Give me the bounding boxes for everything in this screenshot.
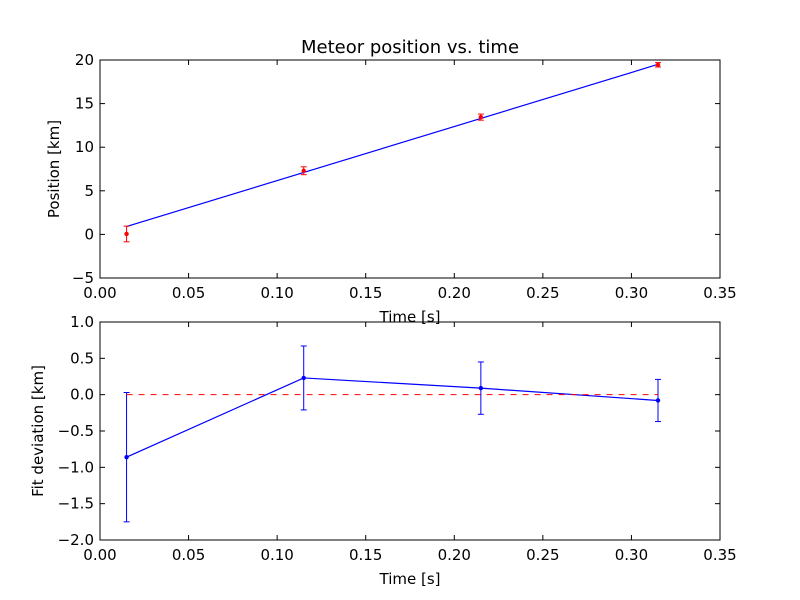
deviation-chart-xlabel: Time [s]	[379, 570, 441, 588]
position-chart: Meteor position vs. time Position [km] T…	[45, 37, 737, 326]
deviation-chart-ylabel: Fit deviation [km]	[29, 365, 47, 497]
position-chart-xlabel: Time [s]	[379, 308, 441, 326]
position-x-tick-label: 0.05	[172, 284, 205, 302]
deviation-y-tick-label: 0.5	[70, 349, 94, 367]
position-x-tick-label: 0.10	[260, 284, 293, 302]
position-x-tick-label: 0.20	[438, 284, 471, 302]
data-point	[124, 231, 129, 237]
deviation-chart: Fit deviation [km] Time [s] 0.00 0.05 0.10…	[29, 313, 737, 588]
position-chart-ylabel: Position [km]	[45, 120, 63, 218]
deviation-y-tick-label: −2.0	[58, 531, 94, 549]
deviation-y-tick-label: 1.0	[70, 313, 94, 331]
deviation-x-tick-label: 0.15	[349, 546, 382, 564]
position-chart-title: Meteor position vs. time	[301, 37, 519, 58]
data-point	[124, 454, 129, 460]
deviation-chart-marks	[123, 345, 661, 523]
data-point	[655, 62, 661, 67]
position-y-tick-label: 20	[75, 51, 94, 69]
position-x-tick-label: 0.25	[526, 284, 559, 302]
data-point	[301, 168, 306, 173]
position-x-tick-label: 0.35	[703, 284, 736, 302]
deviation-y-tick-label: −1.0	[58, 458, 94, 476]
deviation-x-tick-label: 0.30	[615, 546, 648, 564]
position-x-tick-label: 0.15	[349, 284, 382, 302]
position-chart-marks	[123, 62, 661, 243]
deviation-x-tick-label: 0.25	[526, 546, 559, 564]
position-y-tick-label: 10	[75, 138, 94, 156]
deviation-x-tick-label: 0.05	[172, 546, 205, 564]
position-chart-frame	[99, 59, 721, 279]
data-point	[478, 385, 484, 391]
position-x-tick-label: 0.00	[83, 284, 116, 302]
deviation-x-tick-label: 0.20	[438, 546, 471, 564]
position-y-tick-label: 15	[75, 95, 94, 113]
position-y-tick-label: 0	[84, 225, 94, 243]
deviation-y-tick-label: 0.0	[70, 386, 94, 404]
deviation-y-tick-label: −0.5	[58, 422, 94, 440]
deviation-y-tick-label: −1.5	[58, 495, 94, 513]
deviation-chart-frame	[99, 321, 721, 541]
deviation-x-tick-label: 0.10	[260, 546, 293, 564]
position-y-tick-label: −5	[72, 269, 94, 287]
fit-line	[126, 63, 659, 228]
data-point	[478, 114, 484, 120]
deviation-chart-ticks: 0.00 0.05 0.10 0.15 0.20 0.25 0.30 0.35 −2.0 −1.5…	[58, 313, 737, 564]
position-chart-ticks: 0.00 0.05 0.10 0.15 0.20 0.25 0.30 0.35 −5 0 5 10 15…	[72, 51, 737, 302]
position-x-tick-label: 0.30	[615, 284, 648, 302]
data-point	[655, 398, 661, 403]
data-point	[301, 375, 306, 381]
deviation-line	[126, 377, 659, 458]
deviation-x-tick-label: 0.35	[703, 546, 736, 564]
deviation-x-tick-label: 0.00	[83, 546, 116, 564]
position-y-tick-label: 5	[84, 182, 94, 200]
